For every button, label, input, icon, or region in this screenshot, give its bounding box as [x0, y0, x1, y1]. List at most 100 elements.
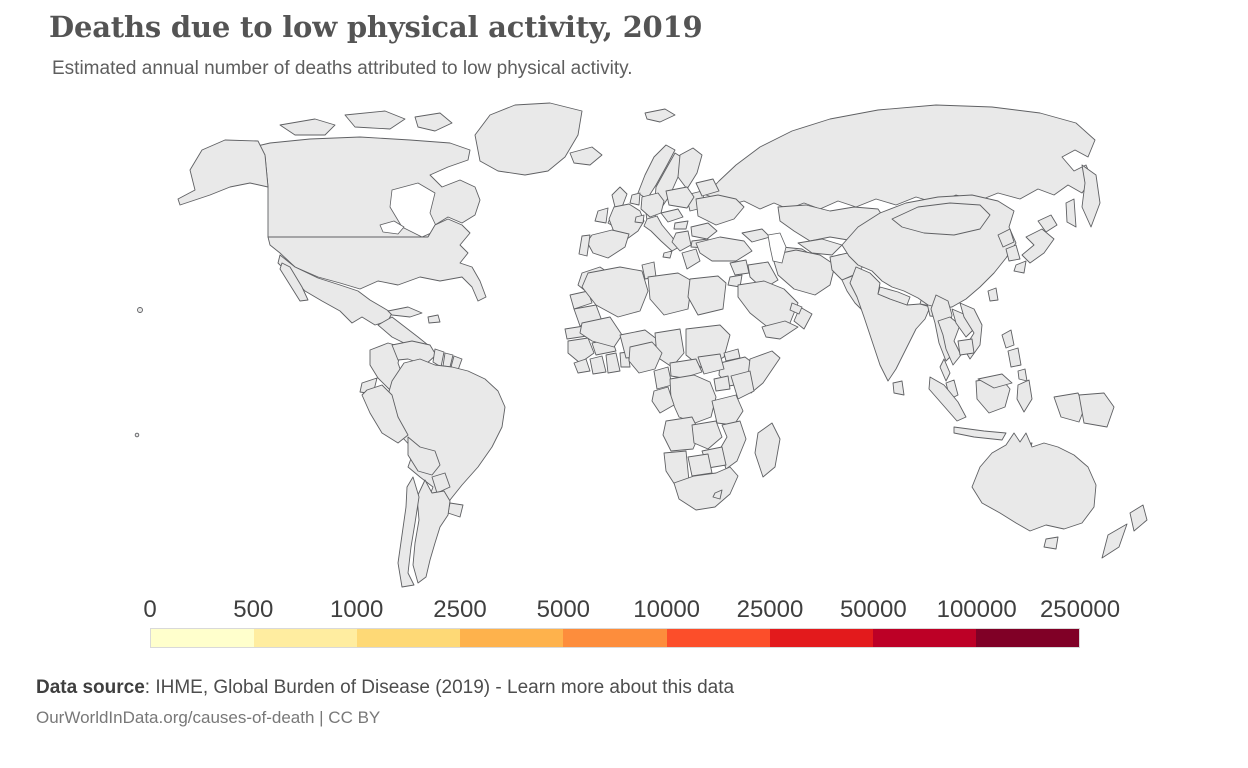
- country-hispaniola[interactable]: [427, 314, 441, 324]
- country-chile[interactable]: [397, 476, 420, 588]
- country-iceland[interactable]: [569, 146, 603, 166]
- country-central-african-republic[interactable]: [669, 358, 703, 379]
- country-peru[interactable]: [361, 384, 409, 444]
- country-congo-gabon[interactable]: [651, 386, 675, 414]
- country-lesotho[interactable]: [712, 489, 723, 500]
- legend-swatch[interactable]: [254, 629, 358, 647]
- country-western-sahara[interactable]: [569, 290, 593, 310]
- country-italy[interactable]: [643, 215, 680, 252]
- legend-swatch[interactable]: [460, 629, 564, 647]
- country-angola[interactable]: [662, 416, 701, 452]
- legend-swatch[interactable]: [563, 629, 667, 647]
- country-guinea[interactable]: [567, 337, 595, 364]
- country-philippines[interactable]: [1001, 329, 1015, 349]
- country-canada-island[interactable]: [414, 112, 453, 132]
- legend-swatch[interactable]: [357, 629, 461, 647]
- country-uae[interactable]: [789, 302, 803, 315]
- country-united-states-hawaii[interactable]: [137, 307, 143, 313]
- legend-swatch[interactable]: [975, 629, 1079, 647]
- country-japan-kyushu[interactable]: [1013, 260, 1027, 274]
- country-russia-sakhalin[interactable]: [1065, 198, 1077, 228]
- country-cambodia[interactable]: [957, 338, 975, 356]
- country-venezuela[interactable]: [391, 340, 437, 366]
- country-sri-lanka[interactable]: [892, 380, 905, 396]
- country-canada-island[interactable]: [344, 110, 406, 130]
- country-cameroon[interactable]: [653, 366, 673, 390]
- country-polynesia[interactable]: [134, 432, 140, 438]
- country-uruguay[interactable]: [447, 502, 464, 518]
- country-zambia[interactable]: [691, 420, 723, 450]
- country-canada-island[interactable]: [279, 118, 336, 136]
- country-cuba[interactable]: [387, 306, 423, 318]
- country-mali[interactable]: [579, 316, 623, 348]
- country-ireland[interactable]: [594, 207, 609, 224]
- country-svalbard[interactable]: [644, 108, 676, 123]
- country-norway[interactable]: [637, 144, 676, 200]
- country-ghana[interactable]: [605, 352, 621, 374]
- country-ivory-coast[interactable]: [589, 355, 607, 375]
- legend-swatch[interactable]: [666, 629, 770, 647]
- country-finland[interactable]: [677, 147, 703, 190]
- country-botswana[interactable]: [687, 453, 713, 477]
- country-united-states-alaska[interactable]: [177, 139, 269, 206]
- country-switzerland[interactable]: [634, 214, 645, 224]
- country-bolivia[interactable]: [407, 436, 441, 476]
- country-philippines[interactable]: [1017, 368, 1028, 382]
- legend-swatch[interactable]: [769, 629, 873, 647]
- country-iran[interactable]: [771, 249, 836, 296]
- country-new-zealand-north[interactable]: [1129, 504, 1148, 532]
- country-new-zealand-south[interactable]: [1101, 523, 1128, 559]
- country-italy-sicily[interactable]: [662, 250, 673, 259]
- country-guyana[interactable]: [432, 348, 445, 368]
- country-greece[interactable]: [681, 248, 701, 270]
- country-nepal[interactable]: [877, 286, 911, 306]
- country-belarus[interactable]: [695, 178, 720, 197]
- country-democratic-republic-of-congo[interactable]: [669, 374, 717, 424]
- country-nigeria[interactable]: [628, 341, 663, 374]
- legend-swatch[interactable]: [151, 629, 255, 647]
- country-vietnam[interactable]: [959, 302, 983, 360]
- country-uganda[interactable]: [713, 375, 731, 392]
- country-ukraine[interactable]: [695, 194, 745, 226]
- country-japan-honshu[interactable]: [1021, 228, 1055, 264]
- country-france[interactable]: [608, 203, 645, 240]
- country-south-sudan[interactable]: [697, 353, 725, 375]
- country-spain[interactable]: [586, 229, 630, 259]
- country-kenya[interactable]: [730, 370, 755, 400]
- country-malaysia-borneo[interactable]: [977, 373, 1013, 389]
- country-argentina[interactable]: [412, 479, 451, 584]
- country-south-korea[interactable]: [1005, 244, 1021, 262]
- country-japan-hokkaido[interactable]: [1037, 214, 1058, 233]
- country-russia[interactable]: [705, 104, 1096, 210]
- country-taiwan[interactable]: [987, 287, 999, 302]
- country-hungary[interactable]: [673, 220, 689, 230]
- country-benelux[interactable]: [629, 192, 641, 206]
- country-united-states[interactable]: [267, 218, 487, 302]
- country-thailand-peninsula[interactable]: [939, 358, 951, 382]
- country-austria-czechia[interactable]: [660, 208, 684, 223]
- country-algeria[interactable]: [581, 266, 649, 318]
- country-caucasus[interactable]: [741, 228, 771, 243]
- country-indonesia-papua[interactable]: [1053, 392, 1086, 423]
- country-north-korea[interactable]: [997, 228, 1015, 248]
- country-mozambique[interactable]: [719, 420, 747, 470]
- country-papua-new-guinea[interactable]: [1078, 392, 1115, 428]
- country-turkey[interactable]: [695, 236, 753, 262]
- country-madagascar[interactable]: [754, 422, 781, 478]
- country-romania[interactable]: [690, 222, 718, 240]
- country-australia-tasmania[interactable]: [1043, 536, 1059, 550]
- country-russia-kamchatka[interactable]: [1081, 164, 1101, 228]
- country-portugal[interactable]: [578, 234, 591, 257]
- country-egypt[interactable]: [687, 275, 727, 316]
- country-tanzania[interactable]: [711, 394, 744, 426]
- country-indonesia-java[interactable]: [953, 426, 1007, 441]
- country-mongolia[interactable]: [891, 202, 991, 236]
- country-indonesia-sulawesi[interactable]: [1016, 379, 1033, 413]
- country-saudi-arabia[interactable]: [737, 280, 799, 330]
- country-greenland[interactable]: [474, 102, 583, 176]
- country-mexico-baja[interactable]: [279, 262, 309, 302]
- country-south-africa[interactable]: [673, 466, 739, 511]
- country-indonesia-sumatra[interactable]: [928, 376, 967, 422]
- legend-swatch[interactable]: [872, 629, 976, 647]
- country-syria[interactable]: [729, 259, 750, 276]
